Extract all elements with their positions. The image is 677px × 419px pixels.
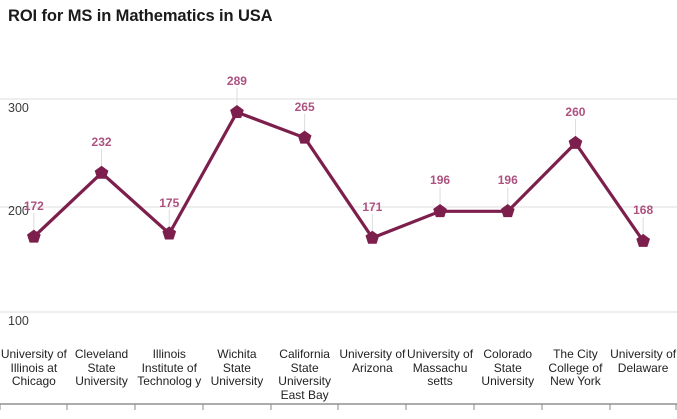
x-axis-label: Cleveland State University bbox=[74, 347, 129, 389]
x-axis-label: University of Massachu setts bbox=[407, 347, 474, 389]
x-axis-label: University of Arizona bbox=[339, 347, 406, 375]
data-point-marker[interactable] bbox=[94, 165, 109, 179]
data-point-label: 172 bbox=[23, 198, 44, 213]
data-point-label: 168 bbox=[633, 203, 654, 218]
data-point-marker[interactable] bbox=[365, 230, 380, 244]
y-tick-300: 300 bbox=[8, 101, 29, 115]
leader-lines bbox=[33, 88, 644, 236]
data-point-label: 265 bbox=[294, 99, 315, 114]
data-point-label: 175 bbox=[159, 195, 180, 210]
data-point-marker[interactable] bbox=[500, 204, 515, 218]
y-tick-200: 200 bbox=[8, 204, 29, 218]
data-series-line bbox=[32, 110, 645, 243]
data-point-marker[interactable] bbox=[230, 105, 244, 119]
x-axis-label: Colorado State University bbox=[481, 347, 535, 389]
x-axis-label: California State University East Bay bbox=[278, 347, 331, 402]
x-axis-label: University of Illinois at Chicago bbox=[0, 347, 67, 389]
page-title: ROI for MS in Mathematics in USA bbox=[8, 7, 273, 25]
y-tick-100: 100 bbox=[8, 314, 29, 328]
x-axis-label: University of Delaware bbox=[610, 347, 677, 375]
x-axis-label: Wichita State University bbox=[210, 347, 264, 389]
axis-line bbox=[0, 403, 677, 410]
data-point-label: 260 bbox=[565, 105, 586, 120]
data-point-marker[interactable] bbox=[162, 226, 177, 240]
data-point-label: 289 bbox=[226, 74, 247, 89]
data-point-label: 232 bbox=[91, 134, 112, 149]
data-point-label: 196 bbox=[497, 173, 518, 188]
data-point-marker[interactable] bbox=[433, 204, 447, 218]
data-point-label: 196 bbox=[430, 173, 451, 188]
data-point-marker[interactable] bbox=[27, 229, 41, 243]
data-point-marker[interactable] bbox=[297, 130, 312, 144]
x-axis-label: The City College of New York bbox=[548, 347, 603, 389]
x-axis-label: Illinois Institute of Technolog y bbox=[137, 347, 202, 389]
data-point-marker[interactable] bbox=[636, 233, 650, 247]
data-point-marker[interactable] bbox=[568, 135, 583, 149]
data-point-markers bbox=[27, 105, 650, 247]
gridlines bbox=[0, 98, 677, 313]
data-point-label: 171 bbox=[362, 199, 383, 214]
